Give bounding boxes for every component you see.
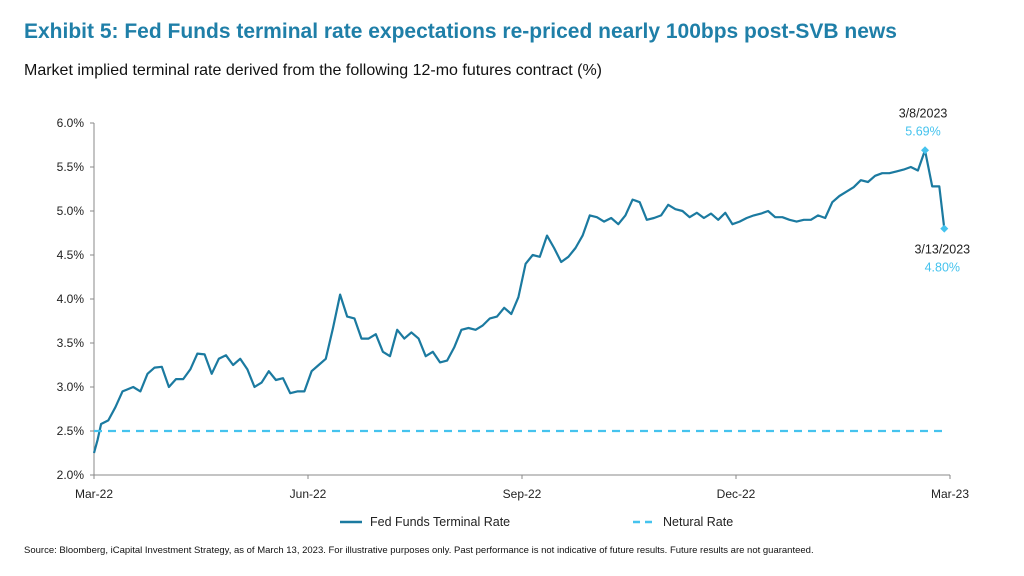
x-tick-label: Sep-22 (503, 487, 542, 501)
annotation-value: 4.80% (925, 261, 960, 275)
y-tick-label: 3.5% (57, 336, 85, 350)
legend: Fed Funds Terminal Rate Netural Rate (340, 515, 733, 529)
legend-label: Netural Rate (663, 515, 733, 529)
annotation-marker (921, 146, 930, 155)
y-tick-label: 3.0% (57, 380, 85, 394)
x-tick-label: Dec-22 (717, 487, 756, 501)
y-tick-label: 2.5% (57, 424, 85, 438)
x-tick-label: Mar-22 (75, 487, 113, 501)
source-note: Source: Bloomberg, iCapital Investment S… (24, 545, 814, 556)
annotation-date: 3/8/2023 (899, 106, 948, 120)
x-axis-ticks: Mar-22 Jun-22 Sep-22 Dec-22 Mar-23 (75, 475, 969, 501)
page-title: Exhibit 5: Fed Funds terminal rate expec… (24, 20, 897, 43)
x-tick-label: Mar-23 (931, 487, 969, 501)
annotation-marker (940, 224, 949, 233)
annotation-date: 3/13/2023 (914, 243, 970, 257)
y-axis-ticks: 2.0% 2.5% 3.0% 3.5% 4.0% 4.5% 5.0% 5.5% 6.0% (57, 116, 94, 482)
y-tick-label: 4.0% (57, 292, 85, 306)
series-line-fed-funds (92, 149, 946, 454)
y-tick-label: 2.0% (57, 468, 85, 482)
chart-subtitle: Market implied terminal rate derived fro… (24, 62, 602, 79)
y-tick-label: 6.0% (57, 116, 85, 130)
chart-axes (93, 123, 950, 476)
x-tick-label: Jun-22 (290, 487, 327, 501)
annotation-value: 5.69% (905, 124, 940, 138)
y-tick-label: 5.5% (57, 160, 85, 174)
y-tick-label: 5.0% (57, 204, 85, 218)
y-tick-label: 4.5% (57, 248, 85, 262)
legend-label: Fed Funds Terminal Rate (370, 515, 510, 529)
annotations: 3/8/2023 5.69% 3/13/2023 4.80% (899, 106, 970, 274)
series-lines (92, 149, 946, 454)
